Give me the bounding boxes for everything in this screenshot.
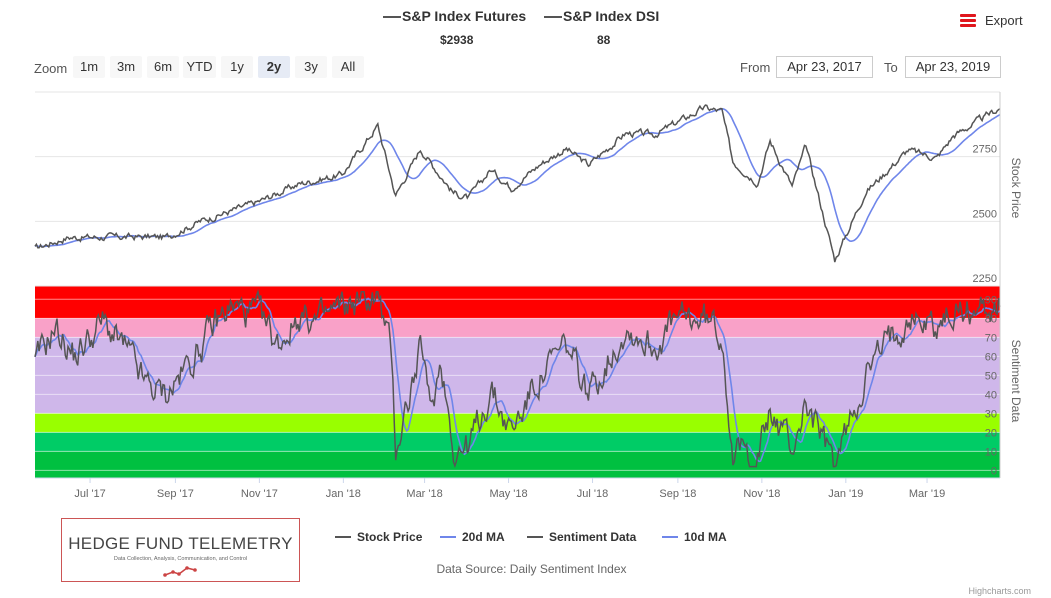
sentiment-tick-label: 90 — [985, 294, 997, 306]
range-to-label: To — [884, 60, 898, 75]
data-source: Data Source: Daily Sentiment Index — [436, 562, 627, 576]
range-from-input[interactable]: Apr 23, 2017 — [776, 56, 873, 78]
zoom-button-1y[interactable]: 1y — [221, 56, 253, 78]
sentiment-band-0 — [35, 286, 1000, 319]
futures-value: $2938 — [440, 33, 474, 47]
x-tick-label: Mar '18 — [406, 488, 442, 500]
price-tick-label: 2500 — [973, 208, 997, 220]
dsi-value: 88 — [597, 33, 611, 47]
stock-price-line — [34, 104, 1001, 263]
zoom-button-6m[interactable]: 6m — [147, 56, 179, 78]
x-tick-label: Nov '18 — [743, 488, 780, 500]
zoom-label: Zoom — [34, 61, 68, 76]
logo-subtitle: Data Collection, Analysis, Communication… — [113, 556, 248, 562]
header-series-dsi[interactable]: S&P Index DSI — [544, 8, 659, 24]
export-label: Export — [985, 13, 1023, 28]
zoom-button-3y[interactable]: 3y — [295, 56, 327, 78]
sentiment-axis-title: Sentiment Data — [1009, 340, 1023, 423]
series-line-icon — [383, 16, 401, 19]
sentiment-band-5 — [35, 451, 1000, 478]
sentiment-tick-label: 20 — [985, 427, 997, 439]
zoom-button-3m[interactable]: 3m — [110, 56, 142, 78]
x-tick-label: Jul '17 — [74, 488, 105, 500]
sentiment-tick-label: 30 — [985, 408, 997, 420]
x-tick-label: Jan '18 — [326, 488, 361, 500]
zoom-button-ytd[interactable]: YTD — [183, 56, 216, 78]
sentiment-tick-label: 10 — [985, 446, 997, 458]
x-tick-label: Sep '17 — [157, 488, 194, 500]
menu-icon — [960, 14, 976, 27]
x-tick-label: Nov '17 — [241, 488, 278, 500]
legend-line-icon — [662, 536, 678, 538]
sentiment-tick-label: 70 — [985, 332, 997, 344]
x-tick-label: Sep '18 — [659, 488, 696, 500]
legend-item-sentiment-data[interactable]: Sentiment Data — [527, 530, 636, 544]
sentiment-tick-label: 60 — [985, 351, 997, 363]
range-to-input[interactable]: Apr 23, 2019 — [905, 56, 1001, 78]
sentiment-tick-label: 40 — [985, 389, 997, 401]
axes-layer: 0 10 20 30 40 50 60 70 80 90 2250 2500 2750 Jul '17 Se… — [35, 92, 1023, 500]
sentiment-10d-ma-line — [34, 297, 1001, 463]
header-series-futures[interactable]: S&P Index Futures — [383, 8, 526, 24]
legend-line-icon — [335, 536, 351, 538]
price-tick-label: 2250 — [973, 273, 997, 285]
zoom-button-2y[interactable]: 2y — [258, 56, 290, 78]
credits-link[interactable]: Highcharts.com — [968, 586, 1031, 596]
zoom-button-1m[interactable]: 1m — [73, 56, 105, 78]
logo-title: HEDGE FUND TELEMETRY — [68, 534, 293, 553]
sentiment-tick-label: 0 — [991, 465, 997, 477]
series-line-icon — [544, 16, 562, 19]
series-layer — [34, 104, 1001, 468]
price-tick-label: 2750 — [973, 144, 997, 156]
sentiment-band-1 — [35, 318, 1000, 338]
x-tick-label: Mar '19 — [909, 488, 945, 500]
sentiment-band-4 — [35, 432, 1000, 452]
legend-line-icon — [527, 536, 543, 538]
price-axis-title: Stock Price — [1009, 158, 1023, 219]
logo-chart-icon — [162, 566, 197, 577]
sentiment-data-line — [34, 288, 1001, 468]
export-button[interactable]: Export — [960, 13, 1023, 28]
sentiment-tick-label: 50 — [985, 370, 997, 382]
legend-item-10d-ma[interactable]: 10d MA — [662, 530, 727, 544]
logo: HEDGE FUND TELEMETRY Data Collection, An… — [61, 518, 300, 582]
price-20d-ma-line — [34, 108, 1001, 248]
range-from-label: From — [740, 60, 771, 75]
zoom-button-all[interactable]: All — [332, 56, 364, 78]
legend-line-icon — [440, 536, 456, 538]
x-tick-label: Jul '18 — [577, 488, 608, 500]
x-tick-label: May '18 — [489, 488, 527, 500]
legend-item-20d-ma[interactable]: 20d MA — [440, 530, 505, 544]
x-tick-label: Jan '19 — [828, 488, 863, 500]
legend-item-stock-price[interactable]: Stock Price — [335, 530, 422, 544]
sentiment-tick-label: 80 — [985, 313, 997, 325]
